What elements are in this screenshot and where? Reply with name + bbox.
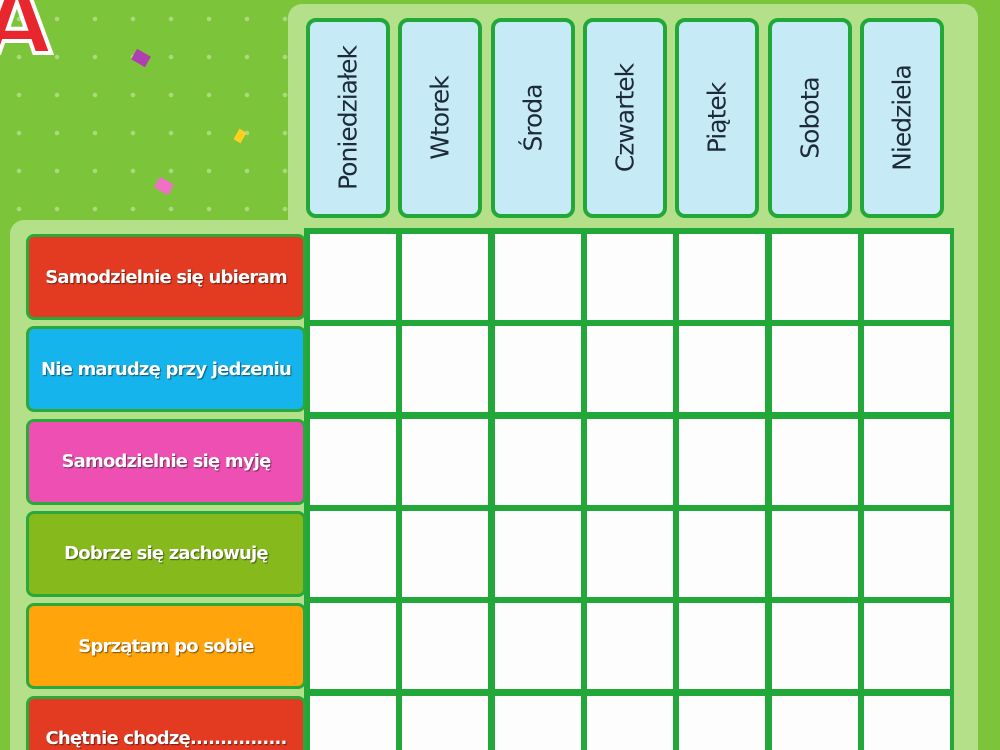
check-cell xyxy=(494,603,581,690)
check-cell xyxy=(586,418,673,505)
check-cell xyxy=(494,418,581,505)
check-cell xyxy=(494,510,581,597)
check-cell xyxy=(679,603,766,690)
check-cell xyxy=(402,326,489,413)
task-label: Chętnie chodzę................ xyxy=(26,695,306,750)
check-cell xyxy=(586,510,673,597)
day-header: Piątek xyxy=(675,18,760,218)
check-cell xyxy=(402,695,489,750)
day-header: Sobota xyxy=(767,18,852,218)
check-cell xyxy=(679,510,766,597)
grid xyxy=(304,228,954,750)
check-cell xyxy=(586,603,673,690)
confetti xyxy=(131,48,151,68)
check-cell xyxy=(310,695,396,750)
day-label: Sobota xyxy=(795,77,824,159)
check-cell xyxy=(586,326,673,413)
task-label: Samodzielnie się ubieram xyxy=(26,234,306,320)
task-label: Nie marudzę przy jedzeniu xyxy=(26,326,306,413)
check-cell xyxy=(679,418,766,505)
day-header: Poniedziałek xyxy=(306,18,390,218)
day-label: Niedziela xyxy=(887,65,917,171)
check-cell xyxy=(771,510,858,597)
check-cell xyxy=(494,695,581,750)
task-label: Sprzątam po sobie xyxy=(26,603,306,690)
task-label: Samodzielnie się myję xyxy=(26,418,306,505)
check-cell xyxy=(771,234,858,320)
check-cell xyxy=(771,418,858,505)
task-label: Dobrze się zachowuję xyxy=(26,510,306,597)
check-cell xyxy=(586,234,673,320)
day-label: Czwartek xyxy=(610,63,640,173)
day-label: Środa xyxy=(518,84,548,152)
check-cell xyxy=(771,326,858,413)
check-cell xyxy=(402,510,489,597)
check-cell xyxy=(310,603,396,690)
confetti xyxy=(233,128,247,144)
check-cell xyxy=(402,418,489,505)
confetti xyxy=(154,176,174,196)
day-label: Piątek xyxy=(702,82,732,154)
check-cell xyxy=(863,418,950,505)
day-header: Niedziela xyxy=(859,18,944,218)
check-cell xyxy=(863,603,950,690)
check-cell xyxy=(310,326,396,413)
check-cell xyxy=(679,695,766,750)
day-header: Środa xyxy=(490,18,575,218)
day-label: Wtorek xyxy=(425,76,455,160)
check-cell xyxy=(679,326,766,413)
day-label: Poniedziałek xyxy=(333,46,363,190)
check-cell xyxy=(863,234,950,320)
check-cell xyxy=(863,326,950,413)
title-fragment: A xyxy=(0,0,54,77)
check-cell xyxy=(863,695,950,750)
check-cell xyxy=(771,695,858,750)
check-cell xyxy=(679,234,766,320)
check-cell xyxy=(586,695,673,750)
check-cell xyxy=(494,234,581,320)
check-cell xyxy=(310,418,396,505)
check-cell xyxy=(863,510,950,597)
day-header: Wtorek xyxy=(398,18,483,218)
day-header: Czwartek xyxy=(582,18,667,218)
check-cell xyxy=(402,603,489,690)
check-cell xyxy=(771,603,858,690)
check-cell xyxy=(310,234,396,320)
check-cell xyxy=(494,326,581,413)
check-cell xyxy=(402,234,489,320)
check-cell xyxy=(310,510,396,597)
